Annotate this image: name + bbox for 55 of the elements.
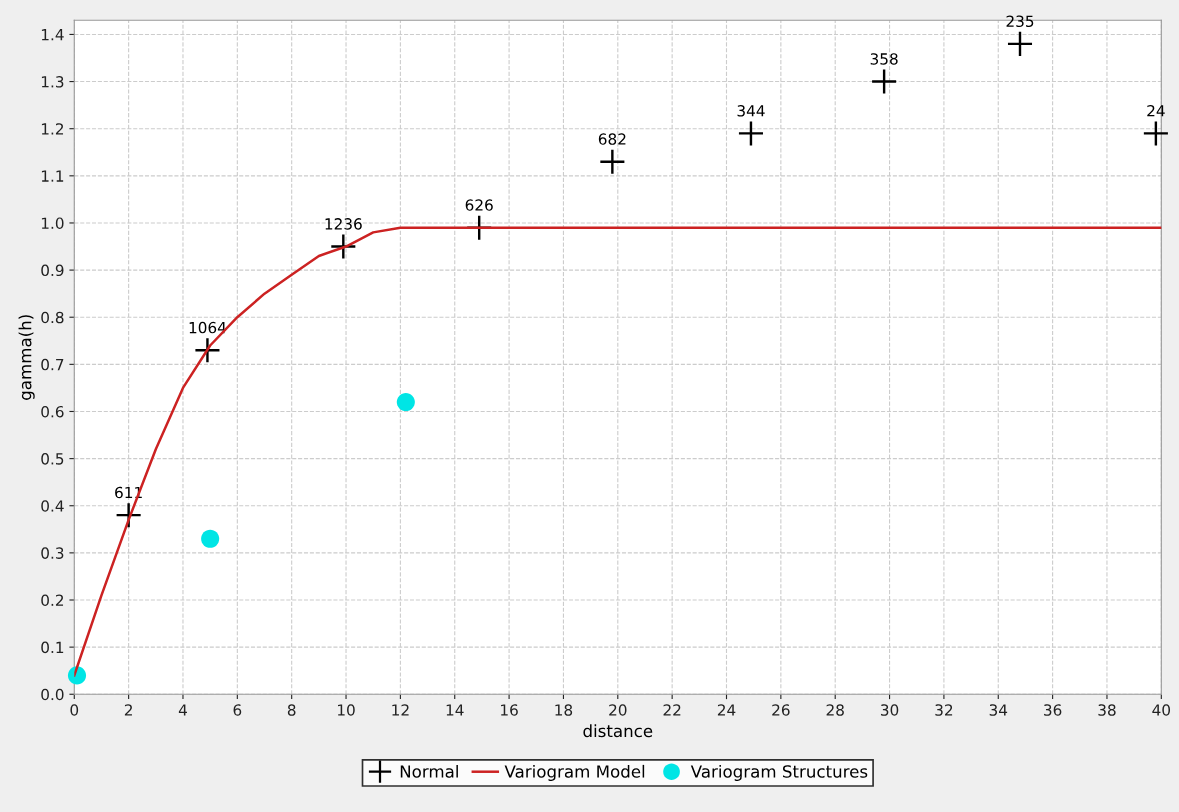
x-tick-label: 28 [826, 704, 844, 716]
point [600, 149, 625, 174]
point [738, 121, 763, 146]
x-tick-label: 2 [124, 704, 132, 716]
x-tick-label: 12 [392, 704, 409, 716]
legend-label: Variogram Model [504, 764, 645, 782]
y-tick-label: 1.2 [41, 123, 64, 135]
legend-label: Normal [400, 764, 458, 778]
y-tick-label: 0.0 [41, 688, 64, 701]
y-tick-label: 0.5 [41, 453, 64, 465]
legend-label: Variogram Structures [690, 764, 868, 782]
x-tick-label: 34 [989, 704, 1008, 716]
annotation: 626 [465, 199, 493, 211]
x-axis-title: distance [583, 724, 653, 738]
point [872, 69, 897, 94]
x-tick-label: 30 [881, 704, 899, 716]
annotation: 24 [1147, 105, 1165, 117]
y-axis-title: gamma(h) [18, 315, 35, 400]
x-tick-label: 6 [233, 704, 242, 716]
y-tick-label: 0.7 [41, 358, 64, 371]
y-tick-label: 1.3 [41, 76, 64, 88]
y-tick-label: 1.1 [41, 170, 64, 182]
x-tick-label: 4 [178, 704, 187, 716]
y-tick-label: 1.0 [41, 217, 64, 229]
y-tick-label: 0.4 [41, 500, 64, 512]
x-tick-label: 32 [935, 704, 953, 716]
y-tick-label: 0.8 [41, 311, 64, 324]
annotation: 1064 [189, 321, 227, 334]
x-tick-label: 38 [1098, 704, 1116, 716]
x-tick-label: 14 [446, 704, 464, 716]
x-tick-label: 26 [772, 704, 790, 716]
x-tick-label: 18 [555, 704, 573, 716]
x-tick-label: 0 [70, 704, 79, 716]
point [396, 393, 415, 412]
annotation: 235 [1006, 15, 1034, 28]
annotation: 682 [598, 133, 626, 145]
annotation: 358 [870, 53, 898, 65]
annotation: 344 [737, 105, 765, 117]
x-tick-label: 16 [501, 704, 518, 716]
y-tick-label: 1.4 [41, 29, 64, 41]
x-tick-label: 40 [1152, 704, 1171, 716]
y-tick-label: 0.2 [41, 594, 64, 607]
x-tick-label: 10 [337, 704, 355, 716]
x-tick-label: 24 [717, 704, 736, 716]
point [201, 529, 220, 548]
y-tick-label: 0.9 [41, 264, 64, 277]
y-tick-label: 0.6 [41, 405, 64, 418]
y-tick-label: 0.3 [41, 547, 64, 559]
annotation: 1236 [325, 218, 362, 230]
x-tick-label: 22 [663, 704, 681, 716]
x-tick-label: 20 [609, 704, 627, 716]
x-tick-label: 8 [287, 704, 296, 716]
point [1143, 121, 1168, 146]
x-tick-label: 36 [1044, 704, 1062, 716]
y-tick-label: 0.1 [41, 641, 64, 654]
